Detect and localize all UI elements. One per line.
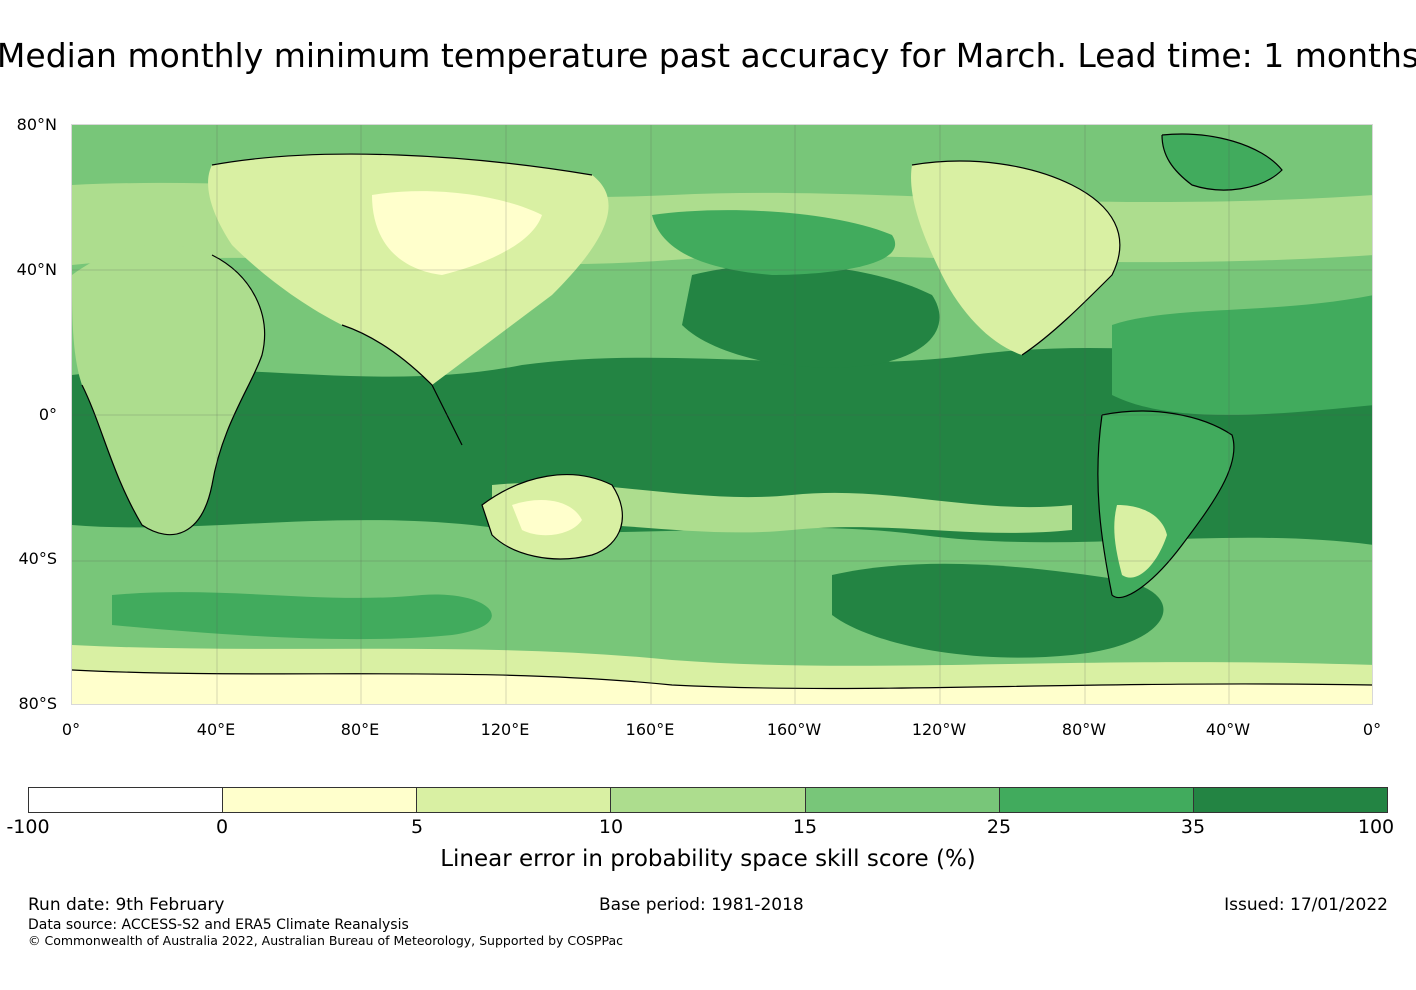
coast-greenland: [1161, 133, 1283, 191]
colorbar: [28, 787, 1388, 813]
data-source: Data source: ACCESS-S2 and ERA5 Climate …: [28, 917, 409, 933]
lon-label-120w: 120°W: [911, 720, 967, 739]
field-patch-npacific-mid: [652, 210, 896, 275]
land-greenland: [1162, 134, 1282, 190]
colorbar-tick: 10: [598, 816, 624, 838]
colorbar-label: Linear error in probability space skill …: [440, 846, 976, 872]
field-band-tropical: [72, 348, 1372, 545]
coast-north-america: [911, 160, 1121, 356]
base-period: Base period: 1981-2018: [599, 895, 804, 915]
coast-antarctica: [72, 669, 1372, 690]
land-australia-pale: [512, 500, 582, 536]
graticule: [72, 125, 1372, 704]
lat-label-80s: 80°S: [18, 694, 57, 713]
colorbar-tick: 5: [410, 816, 424, 838]
lon-label-160w: 160°W: [766, 720, 822, 739]
field-patch-npacific: [682, 264, 940, 368]
map-canvas: [72, 125, 1372, 704]
issued-date: Issued: 17/01/2022: [1224, 895, 1388, 915]
land-south-america-south: [1114, 505, 1167, 578]
colorbar-segment: [223, 788, 418, 812]
colorbar-tick: 15: [792, 816, 818, 838]
field-band-30s: [492, 482, 1072, 533]
coast-africa: [81, 254, 266, 536]
colorbar-segment: [805, 788, 1000, 812]
colorbar-segment: [417, 788, 612, 812]
lon-label-40w: 40°W: [1205, 720, 1251, 739]
field-patch-indian-south: [112, 592, 492, 640]
lon-label-0-left: 0°: [61, 720, 81, 739]
lat-label-eq: 0°: [38, 405, 57, 424]
lon-label-160e: 160°E: [625, 720, 675, 739]
lon-label-120e: 120°E: [480, 720, 530, 739]
colorbar-tick: 0: [215, 816, 229, 838]
coastlines: [72, 133, 1372, 690]
land-north-america: [911, 161, 1120, 355]
copyright: © Commonwealth of Australia 2022, Austra…: [28, 933, 623, 948]
map-title: Median monthly minimum temperature past …: [0, 36, 1416, 75]
lon-label-80e: 80°E: [340, 720, 380, 739]
colorbar-tick: -100: [6, 816, 50, 838]
colorbar-segment: [611, 788, 806, 812]
colorbar-segment: [29, 788, 224, 812]
skill-score-map: [71, 124, 1373, 705]
lon-label-0-right: 0°: [1362, 720, 1382, 739]
coast-eurasia-north: [211, 153, 593, 176]
lat-label-40s: 40°S: [18, 549, 57, 568]
lat-label-40n: 40°N: [16, 260, 57, 279]
coast-australia: [481, 474, 623, 560]
colorbar-segment: [999, 788, 1194, 812]
field-patch-natlantic: [1112, 295, 1372, 415]
colorbar-tick: 25: [986, 816, 1012, 838]
field-band-antarctic-pale: [72, 670, 1372, 704]
colorbar-tick: 35: [1180, 816, 1206, 838]
colorbar-segment: [1193, 788, 1387, 812]
lon-label-80w: 80°W: [1061, 720, 1107, 739]
coast-south-america: [1097, 410, 1235, 599]
lat-label-80n: 80°N: [16, 115, 57, 134]
colorbar-tick: 100: [1357, 816, 1395, 838]
field-patch-socean: [832, 563, 1164, 658]
lon-label-40e: 40°E: [196, 720, 236, 739]
land-siberia-pale: [372, 191, 542, 275]
coast-south-asia: [341, 324, 463, 446]
run-date: Run date: 9th February: [28, 895, 225, 915]
